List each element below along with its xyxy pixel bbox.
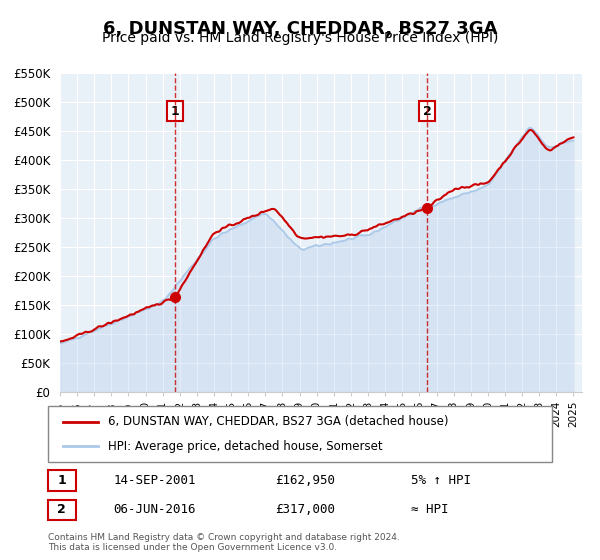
Text: 1: 1 (57, 474, 66, 487)
Text: 2: 2 (422, 105, 431, 118)
FancyBboxPatch shape (48, 406, 552, 462)
Text: £317,000: £317,000 (275, 503, 335, 516)
Text: 2: 2 (57, 503, 66, 516)
Text: 14-SEP-2001: 14-SEP-2001 (113, 474, 196, 487)
FancyBboxPatch shape (48, 470, 76, 491)
Text: HPI: Average price, detached house, Somerset: HPI: Average price, detached house, Some… (109, 440, 383, 453)
Text: 6, DUNSTAN WAY, CHEDDAR, BS27 3GA (detached house): 6, DUNSTAN WAY, CHEDDAR, BS27 3GA (detac… (109, 415, 449, 428)
Text: 06-JUN-2016: 06-JUN-2016 (113, 503, 196, 516)
Text: £162,950: £162,950 (275, 474, 335, 487)
Text: 6, DUNSTAN WAY, CHEDDAR, BS27 3GA: 6, DUNSTAN WAY, CHEDDAR, BS27 3GA (103, 20, 497, 38)
Text: 5% ↑ HPI: 5% ↑ HPI (411, 474, 471, 487)
FancyBboxPatch shape (48, 500, 76, 520)
Text: 1: 1 (170, 105, 179, 118)
Text: Price paid vs. HM Land Registry's House Price Index (HPI): Price paid vs. HM Land Registry's House … (102, 31, 498, 45)
Text: This data is licensed under the Open Government Licence v3.0.: This data is licensed under the Open Gov… (48, 543, 337, 552)
Text: Contains HM Land Registry data © Crown copyright and database right 2024.: Contains HM Land Registry data © Crown c… (48, 533, 400, 542)
Text: ≈ HPI: ≈ HPI (411, 503, 448, 516)
